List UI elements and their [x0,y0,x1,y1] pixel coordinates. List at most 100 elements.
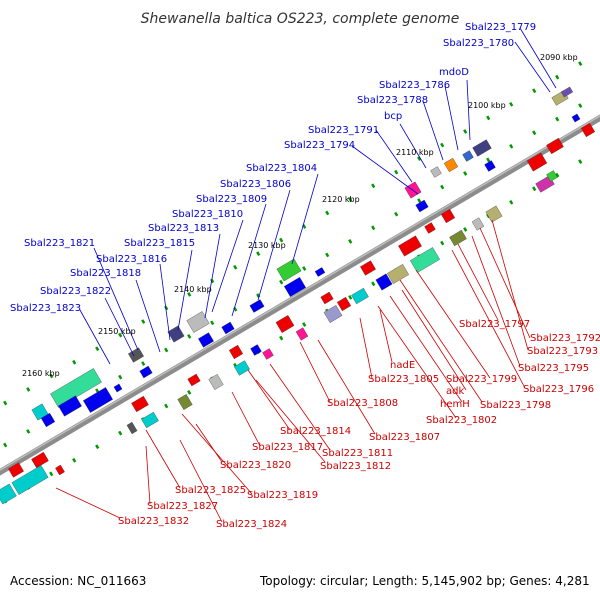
label-leader-line [291,173,319,265]
gene-label[interactable]: Sbal223_1816 [96,254,167,265]
gene-label[interactable]: Sbal223_1808 [327,398,398,409]
tick-mark [578,159,583,164]
label-leader-line [401,289,467,391]
kbp-label: 2160 kbp [22,369,60,378]
gene-feature [485,205,503,223]
tick-mark [463,227,468,232]
kbp-label: 2090 kbp [540,53,578,62]
gene-feature [295,327,309,341]
gene-label[interactable]: Sbal223_1780 [443,38,514,49]
gene-label[interactable]: Sbal223_1786 [379,80,450,91]
tick-mark [187,390,192,395]
kbp-label: 2110 kbp [396,148,434,157]
gene-label[interactable]: Sbal223_1796 [523,384,594,395]
gene-label[interactable]: Sbal223_1779 [465,22,536,33]
gene-label[interactable]: Sbal223_1820 [220,460,291,471]
tick-mark [509,143,514,149]
tick-mark [302,266,307,271]
gene-feature [360,260,376,276]
gene-feature [440,208,456,224]
gene-label[interactable]: Sbal223_1832 [118,516,189,527]
gene-label[interactable]: Sbal223_1804 [246,163,317,174]
gene-feature [443,157,459,173]
gene-feature [198,332,214,348]
label-leader-line [145,445,151,505]
tick-mark [325,210,330,216]
gene-label[interactable]: Sbal223_1797 [459,319,530,330]
gene-label[interactable]: Sbal223_1814 [280,426,351,437]
gene-feature [31,451,49,469]
gene-label[interactable]: hemH [440,399,470,410]
gene-feature [336,296,352,312]
gene-label[interactable]: Sbal223_1794 [284,140,355,151]
tick-mark [187,292,192,297]
gene-label[interactable]: Sbal223_1818 [70,268,141,279]
gene-label[interactable]: Sbal223_1810 [172,209,243,220]
gene-label[interactable]: Sbal223_1805 [368,374,439,385]
tick-mark [164,347,169,353]
tick-mark [578,103,583,108]
gene-label[interactable]: Sbal223_1799 [446,374,517,385]
tick-mark [509,101,514,107]
gene-label[interactable]: Sbal223_1824 [216,519,287,530]
tick-mark [371,281,376,287]
gene-label[interactable]: Sbal223_1791 [308,125,379,136]
gene-feature [415,199,429,213]
gene-feature [139,365,153,379]
tick-mark [394,211,399,217]
accession-text: Accession: NC_011663 [10,574,147,588]
tick-mark [348,238,353,244]
gene-feature [398,235,422,257]
gene-feature [50,368,102,408]
gene-feature [141,411,159,429]
gene-label[interactable]: Sbal223_1827 [147,501,218,512]
gene-label[interactable]: Sbal223_1802 [426,415,497,426]
gene-label[interactable]: Sbal223_1817 [252,442,323,453]
tick-mark [532,186,537,192]
gene-feature [221,321,235,335]
tick-mark [417,198,422,203]
label-leader-line [457,243,499,321]
gene-label[interactable]: Sbal223_1812 [320,461,391,472]
gene-label[interactable]: Sbal223_1822 [40,286,111,297]
tick-mark [279,335,284,341]
gene-feature [55,464,65,476]
gene-label[interactable]: Sbal223_1795 [518,363,589,374]
tick-mark [440,184,445,190]
gene-label[interactable]: Sbal223_1788 [357,95,428,106]
tick-mark [532,130,537,136]
gene-label[interactable]: bcp [384,111,402,122]
gene-label[interactable]: Sbal223_1807 [369,432,440,443]
gene-label[interactable]: nadE [390,360,415,371]
gene-label[interactable]: Sbal223_1819 [247,490,318,501]
gene-label[interactable]: Sbal223_1825 [175,485,246,496]
gene-label[interactable]: Sbal223_1811 [322,448,393,459]
gene-feature [131,395,149,413]
label-leader-line [444,85,459,151]
tick-mark [118,374,123,380]
gene-label[interactable]: Sbal223_1813 [148,223,219,234]
tick-mark [325,252,330,258]
tick-mark [3,400,8,406]
tick-mark [440,142,445,148]
label-leader-line [231,203,267,317]
gene-label[interactable]: Sbal223_1809 [196,194,267,205]
gene-label[interactable]: Sbal223_1793 [527,346,598,357]
gene-feature [462,150,474,162]
gene-label[interactable]: mdoD [439,67,469,78]
gene-label[interactable]: Sbal223_1798 [480,400,551,411]
tick-mark [49,471,54,477]
gene-label[interactable]: Sbal223_1792 [530,333,600,344]
tick-mark [118,430,123,436]
gene-label[interactable]: Sbal223_1815 [124,238,195,249]
label-leader-line [491,219,529,351]
tick-mark [279,237,284,243]
tick-mark [532,88,537,94]
gene-label[interactable]: Sbal223_1821 [24,238,95,249]
gene-label[interactable]: Sbal223_1823 [10,303,81,314]
gene-label[interactable]: adk [446,386,464,397]
tick-mark [256,251,261,257]
gene-label[interactable]: Sbal223_1806 [220,179,291,190]
gene-feature [580,122,596,138]
label-leader-line [55,487,121,519]
